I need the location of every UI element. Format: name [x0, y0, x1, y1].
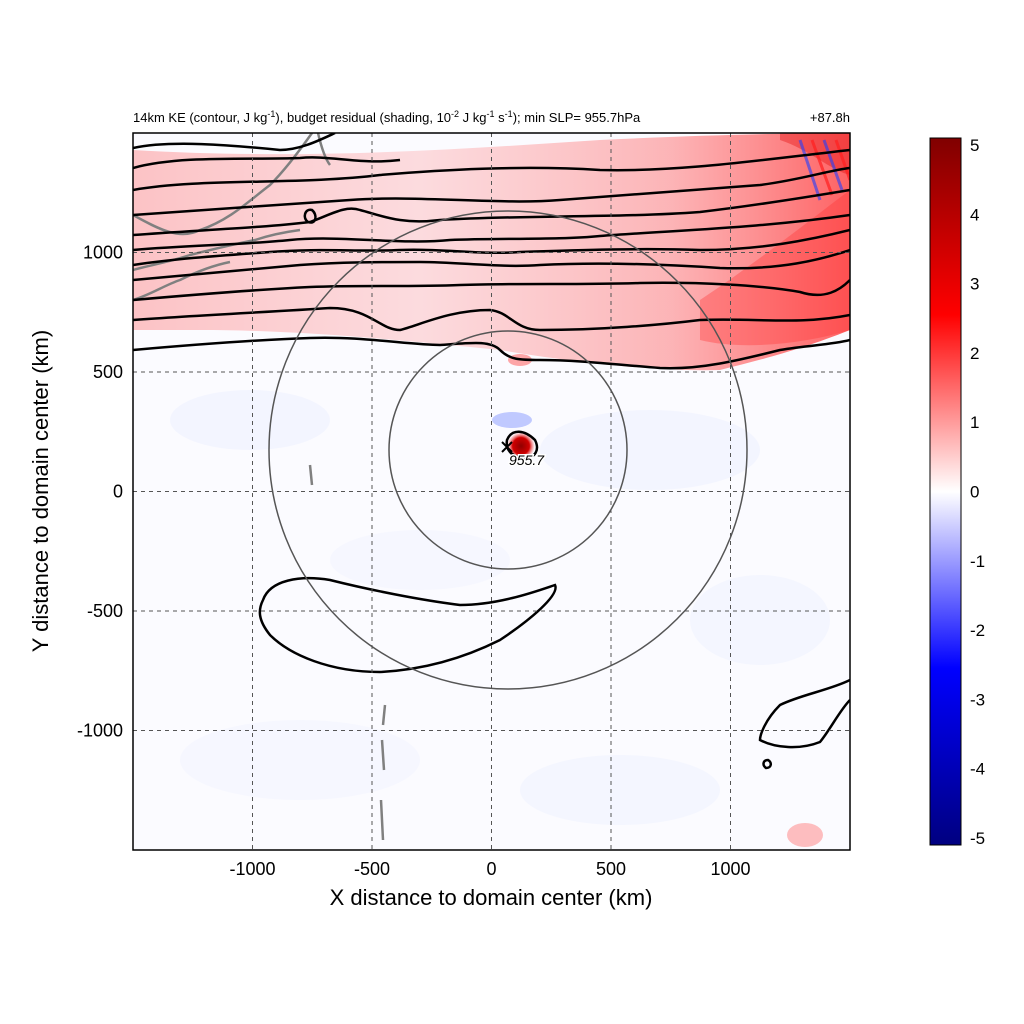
- colorbar-tick-label: 0: [970, 483, 979, 502]
- ring-500km: [388, 330, 628, 570]
- core-residual-negative: [492, 412, 532, 428]
- colorbar-tick-label: -2: [970, 621, 985, 640]
- jet-residual-strong: [700, 190, 850, 346]
- top-title: 14km KE (contour, J kg-1), budget residu…: [133, 109, 641, 125]
- background-shading: [170, 390, 830, 825]
- y-tick-label: 500: [93, 362, 123, 382]
- ring-1000km: [268, 210, 748, 690]
- colorbar-tick-label: 3: [970, 275, 979, 294]
- y-tick-label: 0: [113, 482, 123, 502]
- storm-center: 955.7: [501, 441, 547, 470]
- colorbar-tick-label: -5: [970, 829, 985, 848]
- x-tick-label: 0: [486, 859, 496, 879]
- y-tick-label: -1000: [77, 721, 123, 741]
- x-axis-title: X distance to domain center (km): [330, 885, 653, 910]
- colorbar-tick-label: 1: [970, 413, 979, 432]
- y-axis-title: Y distance to domain center (km): [28, 330, 53, 652]
- colorbar-gradient: [929, 137, 962, 846]
- x-tick-label: -1000: [229, 859, 275, 879]
- colorbar-tick-label: 4: [970, 205, 979, 224]
- x-tick-label: 500: [596, 859, 626, 879]
- colorbar-tick-label: -1: [970, 552, 985, 571]
- range-rings: [268, 210, 748, 690]
- colorbar-tick-labels: 5 4 3 2 1 0 -1 -2 -3 -4 -5: [970, 136, 985, 848]
- min-slp-label: 955.7: [509, 452, 545, 468]
- y-tick-labels: -1000 -500 0 500 1000: [77, 243, 123, 741]
- core-residual: [507, 432, 535, 460]
- colorbar-tick-label: -3: [970, 690, 985, 709]
- ke-contours: [133, 133, 850, 770]
- colorbar-tick-label: 2: [970, 344, 979, 363]
- colorbar-tick-label: 5: [970, 136, 979, 155]
- plot-frame: [132, 132, 851, 851]
- top-right-label: +87.8h: [810, 110, 850, 125]
- x-tick-labels: -1000 -500 0 500 1000: [229, 859, 750, 879]
- x-tick-label: -500: [354, 859, 390, 879]
- colorbar-tick-label: -4: [970, 760, 985, 779]
- y-tick-label: -500: [87, 601, 123, 621]
- x-tick-label: 1000: [710, 859, 750, 879]
- wave-ripples: [798, 139, 850, 201]
- y-tick-label: 1000: [83, 243, 123, 263]
- colorbar: 5 4 3 2 1 0 -1 -2 -3 -4 -5: [929, 136, 985, 848]
